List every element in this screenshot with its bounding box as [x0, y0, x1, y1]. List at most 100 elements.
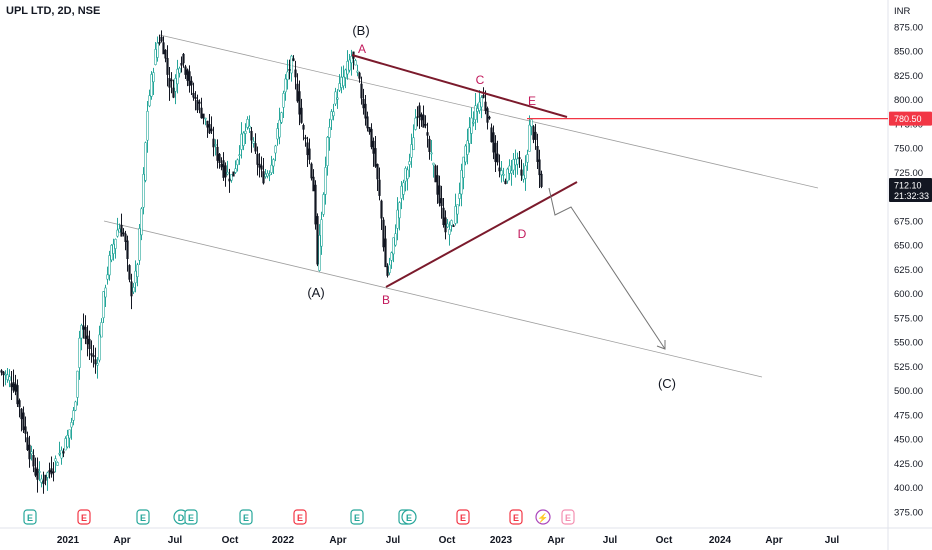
- candle-down: [422, 114, 425, 128]
- candle-down: [198, 101, 201, 104]
- event-badge[interactable]: [293, 509, 307, 525]
- event-badge[interactable]: [23, 509, 37, 525]
- candle-down: [376, 164, 379, 180]
- candle-up: [154, 49, 157, 65]
- candle-up: [396, 209, 399, 229]
- price-tick: 750.00: [894, 144, 923, 155]
- event-badge[interactable]: [136, 509, 150, 525]
- candle-down: [232, 171, 235, 177]
- candlesticks[interactable]: [0, 30, 543, 494]
- event-badge[interactable]: [239, 509, 253, 525]
- candle-down: [168, 78, 171, 88]
- candle-down: [452, 225, 455, 227]
- candle-down: [504, 180, 507, 185]
- candle-up: [272, 159, 275, 167]
- candle-up: [462, 156, 465, 178]
- candle-down: [426, 132, 429, 136]
- candle-up: [328, 127, 331, 138]
- candle-up: [76, 370, 79, 398]
- candle-down: [42, 480, 45, 485]
- candle-up: [394, 233, 397, 246]
- candle-down: [490, 127, 493, 143]
- candle-up: [74, 401, 77, 411]
- candle-up: [80, 325, 83, 339]
- candle-up: [46, 472, 49, 478]
- event-badge[interactable]: [456, 509, 470, 525]
- candle-down: [260, 165, 263, 170]
- candle-up: [524, 165, 527, 179]
- time-tick: Apr: [765, 535, 782, 546]
- candle-down: [374, 148, 377, 167]
- candle-up: [432, 162, 435, 166]
- candle-down: [368, 127, 371, 133]
- time-tick: Apr: [113, 535, 130, 546]
- candle-up: [430, 152, 433, 155]
- candle-up: [60, 449, 63, 459]
- candle-down: [438, 185, 441, 204]
- event-badge[interactable]: [350, 509, 364, 525]
- price-tick: 550.00: [894, 338, 923, 349]
- candle-up: [530, 119, 533, 127]
- event-badge[interactable]: [401, 509, 417, 525]
- event-markers[interactable]: EEEDEEEEEEEE⚡E: [23, 509, 575, 525]
- candle-down: [486, 108, 489, 123]
- candle-down: [292, 58, 295, 61]
- candle-up: [392, 237, 395, 255]
- candle-up: [284, 78, 287, 93]
- price-tick: 875.00: [894, 23, 923, 34]
- candle-up: [350, 55, 353, 64]
- candle-up: [334, 91, 337, 105]
- event-badge[interactable]: [184, 509, 198, 525]
- price-tick: 675.00: [894, 216, 923, 227]
- candle-down: [436, 175, 439, 195]
- wave-label: D: [518, 227, 527, 241]
- candle-down: [520, 169, 523, 176]
- price-tag-resistance: [889, 111, 932, 126]
- candle-up: [332, 111, 335, 117]
- candle-up: [450, 220, 453, 226]
- event-badge[interactable]: [561, 509, 575, 525]
- candle-up: [320, 219, 323, 247]
- price-tick: 450.00: [894, 435, 923, 446]
- candle-down: [186, 69, 189, 81]
- candle-up: [464, 145, 467, 163]
- candle-up: [230, 174, 233, 181]
- candle-down: [534, 131, 537, 140]
- candle-up: [8, 376, 11, 381]
- candle-down: [308, 148, 311, 160]
- event-badge[interactable]: [509, 509, 523, 525]
- candle-up: [414, 117, 417, 130]
- candle-up: [402, 182, 405, 195]
- candle-up: [240, 133, 243, 150]
- candle-up: [96, 363, 99, 366]
- candle-down: [288, 69, 291, 71]
- candle-down: [10, 383, 13, 388]
- candle-down: [120, 224, 123, 237]
- candle-up: [112, 243, 115, 254]
- event-badge[interactable]: [77, 509, 91, 525]
- candle-up: [118, 228, 121, 233]
- time-tick: 2024: [709, 535, 732, 546]
- event-badge[interactable]: [535, 509, 551, 525]
- candle-up: [508, 165, 511, 174]
- candle-up: [268, 173, 271, 176]
- candle-down: [416, 116, 419, 119]
- candle-up: [290, 55, 293, 74]
- candle-down: [172, 87, 175, 98]
- candle-down: [250, 130, 253, 141]
- wave-label: B: [382, 293, 390, 307]
- candle-up: [478, 101, 481, 111]
- price-axis[interactable]: INR875.00850.00825.00800.00775.00750.007…: [889, 6, 932, 518]
- trend-channel: [103, 34, 819, 378]
- candle-down: [18, 400, 21, 408]
- candle-down: [424, 124, 427, 126]
- candle-up: [54, 458, 57, 462]
- candle-down: [184, 66, 187, 75]
- candle-down: [212, 138, 215, 148]
- candle-up: [248, 125, 251, 129]
- candle-up: [406, 169, 409, 180]
- candle-up: [348, 59, 351, 71]
- time-axis[interactable]: 2021 Apr Jul Oct 2022 Apr Jul Oct 2023 Apr Jul Oct 2…: [57, 535, 840, 546]
- candle-up: [38, 471, 41, 473]
